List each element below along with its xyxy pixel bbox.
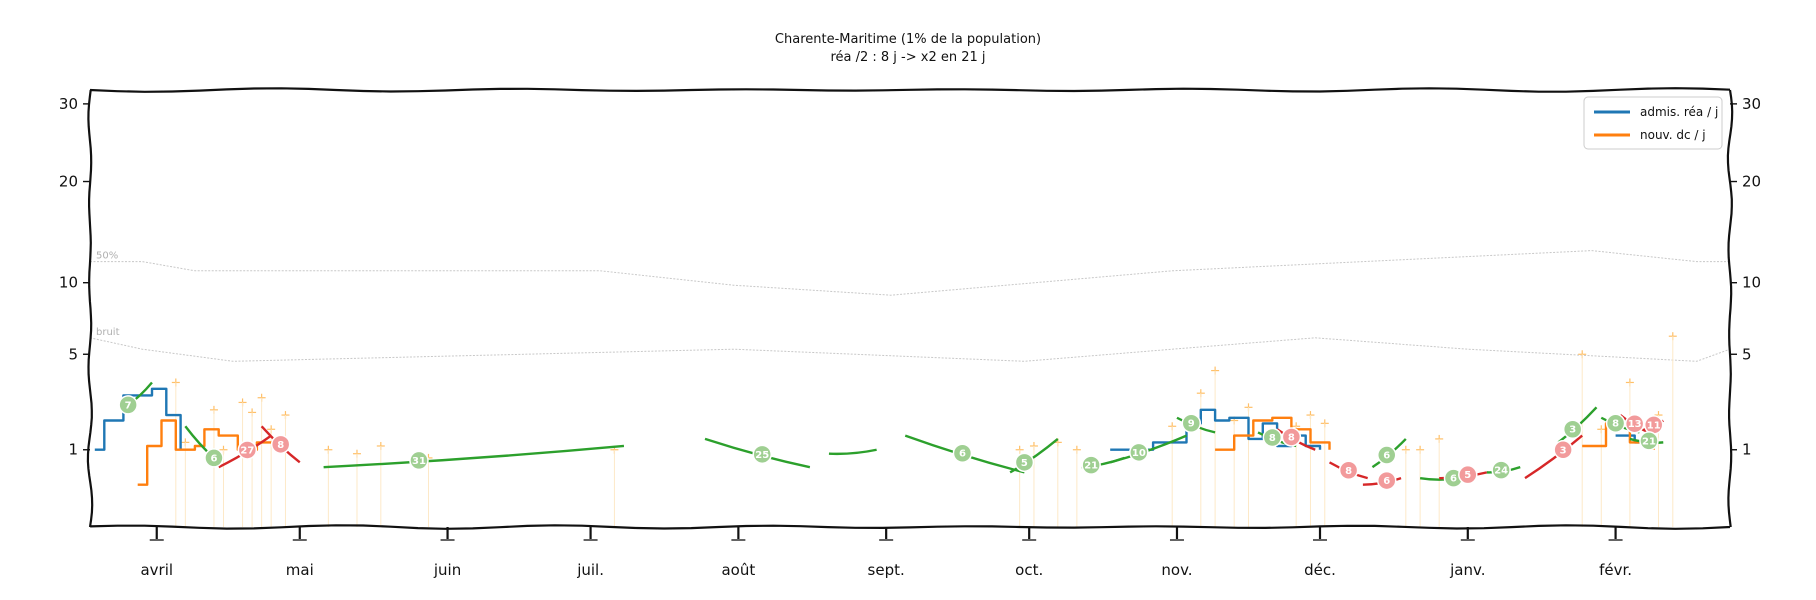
trend-badge [1338, 460, 1359, 481]
trend-badge [1458, 464, 1478, 485]
x-month-label: janv. [1449, 561, 1485, 579]
reference-lines: 50% bruit [89, 250, 1731, 362]
trend-badge [204, 448, 224, 468]
trend-badge [237, 440, 258, 460]
trend-badge [1562, 419, 1583, 439]
trend-badge [270, 434, 291, 455]
trend-badge-label: 3 [1560, 445, 1567, 456]
trend-badge [1376, 445, 1397, 465]
x-month-label: juil. [576, 561, 604, 579]
x-month-label: déc. [1304, 561, 1336, 579]
trend-segments [127, 381, 1664, 486]
trend-segment [323, 444, 625, 469]
trend-badge-label: 8 [1269, 433, 1276, 444]
trend-badge [1262, 427, 1283, 448]
trend-badge-label: 8 [1612, 419, 1619, 430]
trend-badge [1129, 442, 1149, 463]
trend-badge [1639, 431, 1659, 451]
trend-badge-label: 21 [1084, 461, 1098, 472]
trend-badge-label: 5 [1464, 470, 1471, 481]
x-month-label: mai [286, 561, 314, 579]
y-tick-label-left: 30 [59, 95, 78, 113]
series-line [94, 387, 1655, 451]
trend-badge [1491, 460, 1511, 480]
y-tick-label-left: 1 [68, 441, 78, 459]
chart-title: Charente-Maritime (1% de la population) [775, 32, 1041, 47]
x-month-label: févr. [1599, 561, 1632, 579]
y-tick-label-right: 1 [1742, 441, 1752, 459]
trend-segment [1524, 434, 1583, 480]
trend-badge-label: 6 [959, 449, 966, 460]
trend-badge-label: 6 [1450, 474, 1457, 485]
trend-badge-label: 27 [240, 445, 254, 456]
x-month-label: nov. [1161, 561, 1192, 579]
trend-badge-label: 13 [1628, 419, 1642, 430]
x-month-label: oct. [1015, 561, 1043, 579]
trend-badge [1281, 427, 1302, 447]
trend-badge-label: 25 [755, 450, 769, 461]
x-month-label: juin [433, 561, 461, 579]
trend-badge-label: 24 [1494, 466, 1508, 477]
reference-line [89, 337, 1731, 362]
trend-badge [1605, 413, 1626, 433]
reference-line-label: 50% [96, 251, 118, 262]
y-tick-label-left: 5 [68, 345, 78, 363]
trend-badge [1181, 413, 1202, 433]
raw-markers [171, 332, 1677, 527]
x-axis-months: avril mai juin juil. août sept. oct. nov. déc. ja… [140, 527, 1632, 579]
y-tick-label-right: 10 [1742, 274, 1761, 292]
chart-subtitle: réa /2 : 8 j -> x2 en 21 j [830, 50, 985, 65]
trend-badge [118, 395, 138, 415]
trend-segment [1009, 437, 1059, 474]
legend-label-dc: nouv. dc / j [1640, 128, 1706, 142]
series-line [137, 416, 1655, 486]
legend: admis. réa / j nouv. dc / j [1583, 96, 1723, 150]
y-tick-label-right: 5 [1742, 345, 1752, 363]
trend-segment [828, 448, 877, 456]
trend-badge-label: 3 [1569, 425, 1576, 436]
trend-badge [1376, 470, 1397, 491]
y-tick-label-right: 20 [1742, 173, 1761, 191]
trend-badge-label: 8 [277, 440, 284, 451]
trend-badge [952, 443, 973, 463]
trend-badge [1014, 452, 1035, 473]
trend-badge-label: 8 [1288, 432, 1295, 443]
trend-badge-label: 21 [1642, 436, 1656, 447]
trend-badge [1553, 440, 1573, 460]
plot-frame [86, 87, 1734, 530]
trend-badge [1081, 455, 1101, 475]
trend-badge-label: 6 [1383, 476, 1390, 487]
trend-badge-label: 6 [1383, 451, 1390, 462]
trend-badge [1624, 413, 1645, 434]
legend-label-rea: admis. réa / j [1640, 105, 1718, 119]
trend-badge [409, 450, 429, 471]
y-tick-label-left: 10 [59, 274, 78, 292]
trend-badge-label: 5 [1021, 458, 1028, 469]
trend-badge-label: 31 [412, 456, 426, 467]
trend-badge-label: 9 [1188, 419, 1195, 430]
reference-line [90, 250, 1730, 296]
y-tick-label-right: 30 [1742, 95, 1761, 113]
trend-badge [752, 444, 772, 465]
trend-badge-label: 10 [1132, 448, 1146, 459]
trend-badge-label: 6 [210, 453, 217, 464]
y-tick-label-left: 20 [59, 173, 78, 191]
trend-badge-label: 8 [1345, 466, 1352, 477]
x-month-label: sept. [868, 561, 905, 579]
x-month-label: avril [140, 561, 173, 579]
trend-badge-label: 7 [125, 400, 132, 411]
reference-line-label: bruit [96, 327, 120, 338]
trend-badge-label: 11 [1647, 420, 1661, 431]
x-month-label: août [721, 561, 755, 579]
